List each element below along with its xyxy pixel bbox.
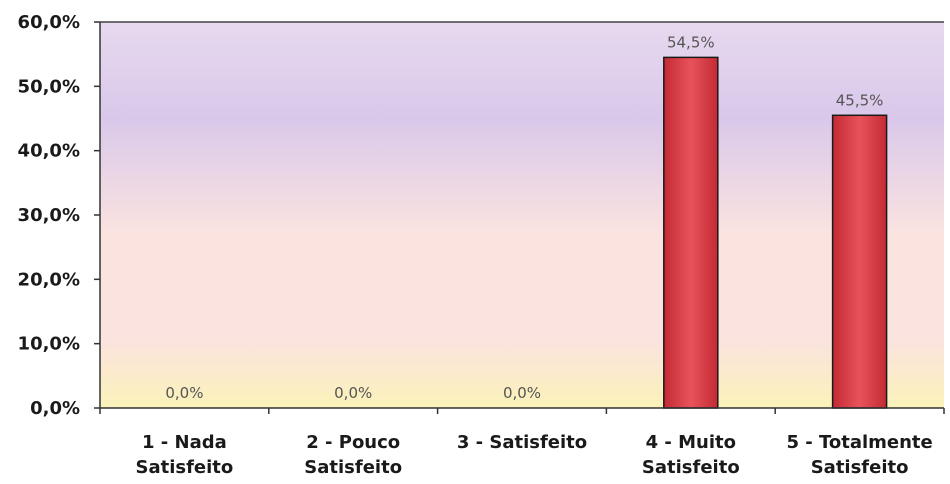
data-label: 45,5% (836, 91, 884, 109)
data-labels: 0,0% 0,0% 0,0% 54,5% 45,5% (165, 33, 883, 402)
bar (831, 114, 888, 409)
y-tick-label: 20,0% (18, 269, 80, 290)
y-tick-label: 60,0% (18, 12, 80, 33)
bars (663, 56, 888, 409)
plot-area (100, 22, 944, 408)
x-tick-label: 2 - Pouco Satisfeito (304, 432, 402, 478)
y-tick-label: 50,0% (18, 76, 80, 97)
y-tick-label: 10,0% (18, 334, 80, 355)
x-tick-label: 3 - Satisfeito (457, 432, 587, 453)
x-tick-label: 1 - Nada Satisfeito (136, 432, 234, 478)
y-axis: 0,0% 10,0% 20,0% 30,0% 40,0% 50,0% 60,0% (18, 12, 944, 419)
data-label: 0,0% (165, 384, 203, 402)
x-axis: 1 - Nada Satisfeito 2 - Pouco Satisfeito 3 -… (99, 407, 945, 478)
x-tick-label: 5 - Totalmente Satisfeito (786, 432, 932, 478)
data-label: 0,0% (503, 384, 541, 402)
x-tick-label: 4 - Muito Satisfeito (642, 432, 740, 478)
y-tick-label: 30,0% (18, 205, 80, 226)
y-tick-label: 40,0% (18, 141, 80, 162)
y-tick-label: 0,0% (30, 398, 80, 419)
bar (663, 56, 719, 409)
data-label: 0,0% (334, 384, 372, 402)
data-label: 54,5% (667, 33, 715, 51)
